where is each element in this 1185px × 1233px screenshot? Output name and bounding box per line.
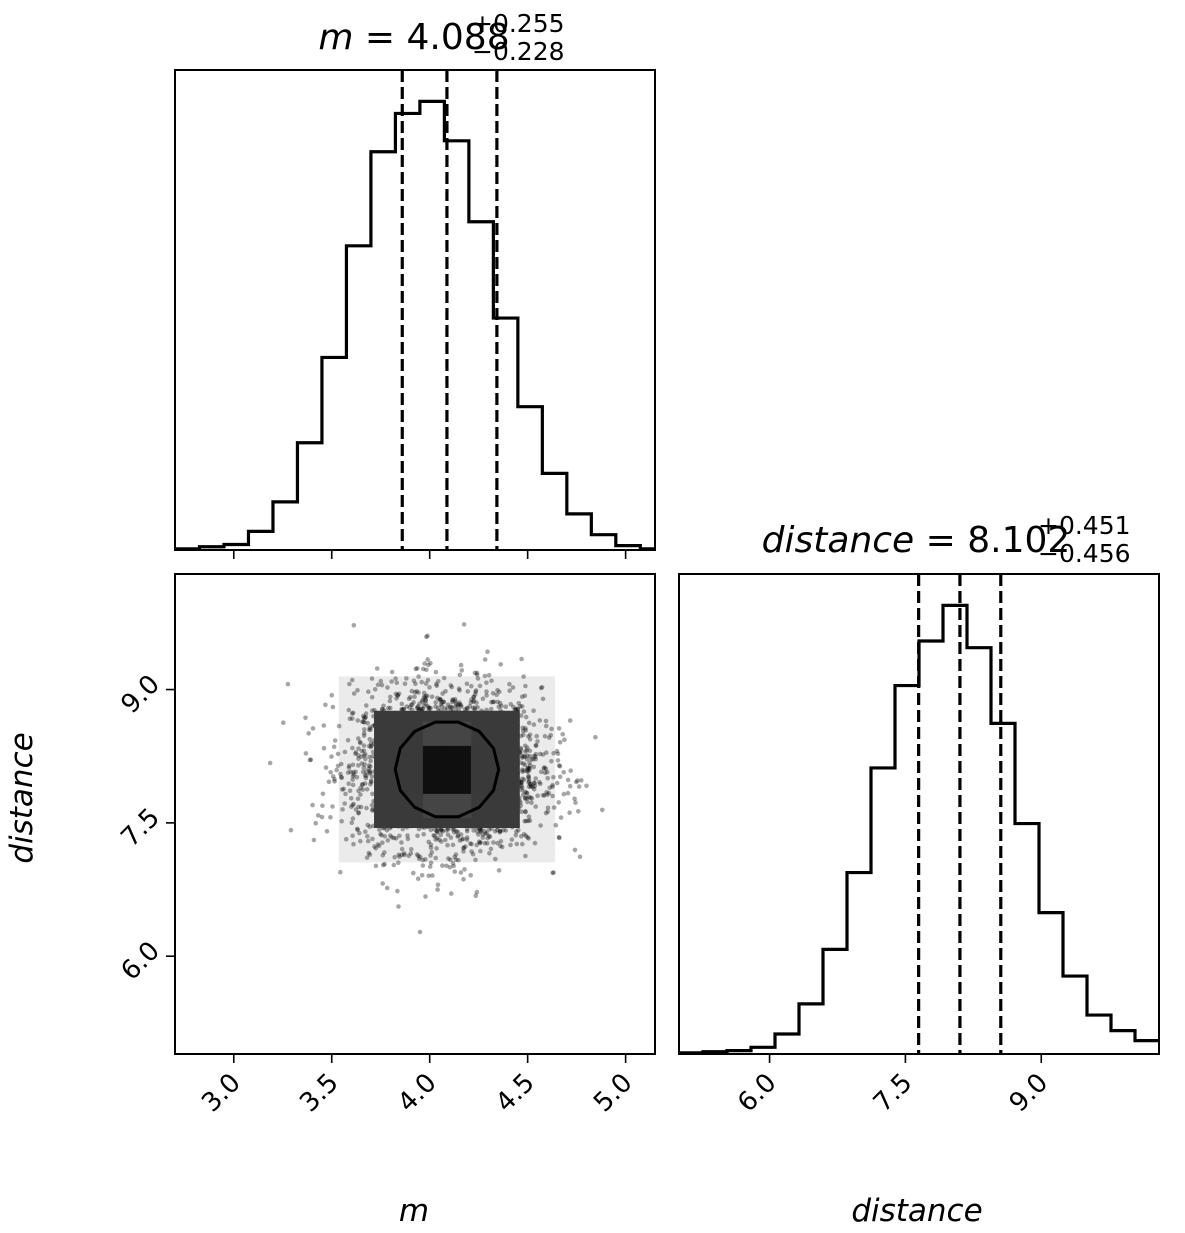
- m-distance-2d-frame: [174, 573, 656, 1055]
- m-2d-xtick-label-2: 4.0: [392, 1068, 442, 1118]
- svg-text:distance = 8.102: distance = 8.102: [762, 520, 1071, 561]
- distance-frame: [678, 573, 1160, 1055]
- distance-histogram-title: distance = 8.102 +0.451 −0.456: [762, 511, 1131, 568]
- m-axis-label: m: [399, 1193, 429, 1229]
- density-contour: [393, 720, 501, 819]
- m-2d-xtick-label-0: 3.0: [196, 1068, 246, 1118]
- m-histogram-step: [175, 99, 655, 550]
- m-title-name: m: [318, 17, 353, 58]
- distance-2d-ytick-label-0: 6.0: [115, 936, 165, 986]
- m-title-minus: −0.228: [472, 37, 565, 66]
- distance-title-plus: +0.451: [1038, 511, 1131, 540]
- m-distance-2d-panel: 3.0 3.5 4.0 4.5 5.0 6.0 7.5 9.0: [115, 573, 656, 1118]
- svg-text:m = 4.088: m = 4.088: [318, 17, 509, 58]
- density-cells: [398, 721, 496, 818]
- distance-title-median: 8.102: [967, 520, 1070, 561]
- distance-title-name: distance: [762, 520, 915, 561]
- distance-title-minus: −0.456: [1038, 539, 1131, 568]
- m-2d-xtick-label-4: 5.0: [588, 1068, 638, 1118]
- m-histogram-panel: [174, 69, 656, 559]
- distance-2d-ytick-label-1: 7.5: [115, 803, 165, 853]
- distance-x-axis-label: distance: [851, 1193, 982, 1229]
- m-2d-xtick-label-3: 4.5: [490, 1068, 540, 1118]
- m-title-median: 4.088: [407, 17, 510, 58]
- m-title-plus: +0.255: [472, 9, 565, 38]
- distance-y-axis-label: distance: [4, 732, 40, 863]
- m-frame: [174, 69, 656, 551]
- distance-histogram-panel: 6.0 7.5 9.0: [678, 573, 1160, 1118]
- distance-xtick-label-2: 9.0: [1004, 1068, 1054, 1118]
- distance-xtick-label-0: 6.0: [732, 1068, 782, 1118]
- m-2d-xtick-label-1: 3.5: [294, 1068, 344, 1118]
- distance-2d-ytick-label-2: 9.0: [115, 669, 165, 719]
- distance-xtick-label-1: 7.5: [868, 1068, 918, 1118]
- m-histogram-title: m = 4.088 +0.255 −0.228: [318, 9, 564, 66]
